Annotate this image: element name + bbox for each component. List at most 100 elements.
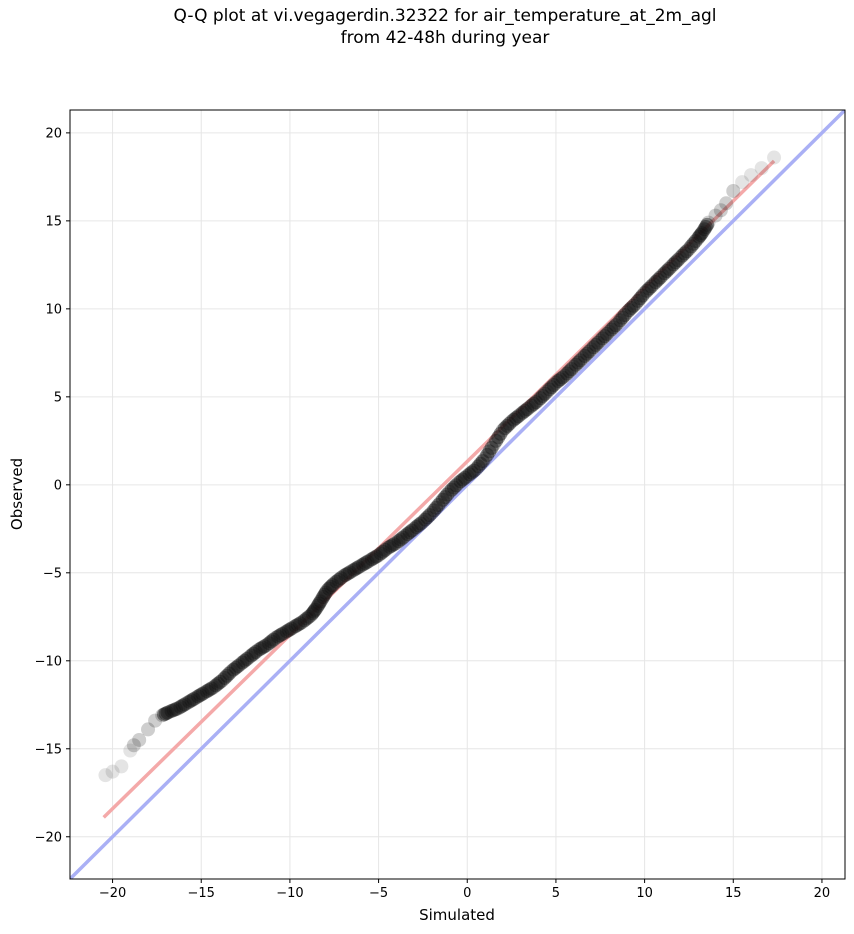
quantile-point <box>395 530 410 545</box>
y-tick-label: 5 <box>54 390 62 405</box>
quantile-point <box>553 372 568 387</box>
quantile-point <box>268 630 283 645</box>
quantile-point <box>215 673 230 688</box>
quantile-point <box>471 459 486 474</box>
y-tick-label: −15 <box>35 742 62 757</box>
quantile-point <box>305 606 320 621</box>
quantile-point <box>566 359 581 374</box>
quantile-point <box>310 598 325 613</box>
quantile-point <box>257 639 272 654</box>
quantile-point <box>735 175 750 190</box>
quantile-point <box>316 590 331 605</box>
quantile-point <box>340 566 355 581</box>
quantile-point <box>349 561 364 576</box>
quantile-point <box>293 616 308 631</box>
quantile-point <box>224 664 239 679</box>
quantile-point <box>489 433 504 448</box>
quantile-point <box>528 395 543 410</box>
quantile-point <box>455 472 470 487</box>
quantile-point <box>347 562 362 577</box>
quantile-point <box>681 242 696 257</box>
y-tick-label: 0 <box>54 478 62 493</box>
quantile-points <box>98 150 782 783</box>
quantile-point <box>475 454 490 469</box>
quantile-point <box>451 476 466 491</box>
quantile-point <box>635 288 650 303</box>
quantile-point <box>235 655 250 670</box>
quantile-point <box>282 622 297 637</box>
quantile-point <box>411 518 426 533</box>
quantile-point <box>402 525 417 540</box>
quantile-point <box>382 539 397 554</box>
quantile-point <box>599 326 614 341</box>
quantile-point <box>279 624 294 639</box>
quantile-point <box>575 351 590 366</box>
quantile-point <box>384 538 399 553</box>
quantile-point <box>440 487 455 502</box>
quantile-point <box>353 558 368 573</box>
quantile-point <box>244 648 259 663</box>
quantile-point <box>231 659 246 674</box>
quantile-point <box>442 484 457 499</box>
quantile-point <box>586 340 601 355</box>
quantile-point <box>593 333 608 348</box>
quantile-point <box>318 585 333 600</box>
quantile-point <box>325 578 340 593</box>
quantile-point <box>204 681 219 696</box>
quantile-point <box>462 467 477 482</box>
quantile-point <box>571 355 586 370</box>
quantile-point <box>424 505 439 520</box>
quantile-point <box>520 402 535 417</box>
x-axis-ticks: −20 −15 −10 −5 0 5 10 15 20 <box>99 879 830 901</box>
quantile-point <box>308 602 323 617</box>
quantile-point <box>642 281 657 296</box>
quantile-point <box>270 629 285 644</box>
quantile-point <box>400 527 415 542</box>
quantile-point <box>582 344 597 359</box>
quantile-point <box>670 253 685 268</box>
quantile-point <box>148 713 163 728</box>
plot-area <box>70 110 845 879</box>
quantile-point <box>693 227 708 242</box>
quantile-point <box>156 707 171 722</box>
quantile-point <box>449 478 464 493</box>
quantile-point <box>356 557 371 572</box>
quantile-point <box>171 701 186 716</box>
quantile-point <box>610 315 625 330</box>
quantile-point <box>548 375 563 390</box>
quantile-point <box>477 451 492 466</box>
quantile-point <box>726 183 741 198</box>
quantile-point <box>331 572 346 587</box>
quantile-point <box>262 636 277 651</box>
quantile-point <box>228 660 243 675</box>
quantile-point <box>544 380 559 395</box>
quantile-point <box>542 382 557 397</box>
quantile-point <box>562 364 577 379</box>
quantile-point <box>754 161 769 176</box>
quantile-point <box>460 469 475 484</box>
quantile-point <box>191 689 206 704</box>
quantile-point <box>524 398 539 413</box>
quantile-point <box>698 220 713 235</box>
quantile-point <box>162 704 177 719</box>
quantile-point <box>213 674 228 689</box>
plot-frame <box>69 109 846 880</box>
quantile-point <box>193 688 208 703</box>
quantile-point <box>266 632 281 647</box>
quantile-point <box>295 615 310 630</box>
quantile-point <box>535 388 550 403</box>
quantile-point <box>696 224 711 239</box>
quantile-point <box>186 692 201 707</box>
quantile-point <box>312 596 327 611</box>
quantile-point <box>469 461 484 476</box>
quantile-point <box>464 465 479 480</box>
quantile-point <box>595 331 610 346</box>
x-tick-label: −20 <box>99 886 126 901</box>
quantile-point <box>657 266 672 281</box>
quantile-point <box>597 329 612 344</box>
quantile-point <box>250 643 265 658</box>
quantile-point <box>126 738 141 753</box>
quantile-point <box>404 523 419 538</box>
quantile-point <box>466 463 481 478</box>
quantile-point <box>608 318 623 333</box>
